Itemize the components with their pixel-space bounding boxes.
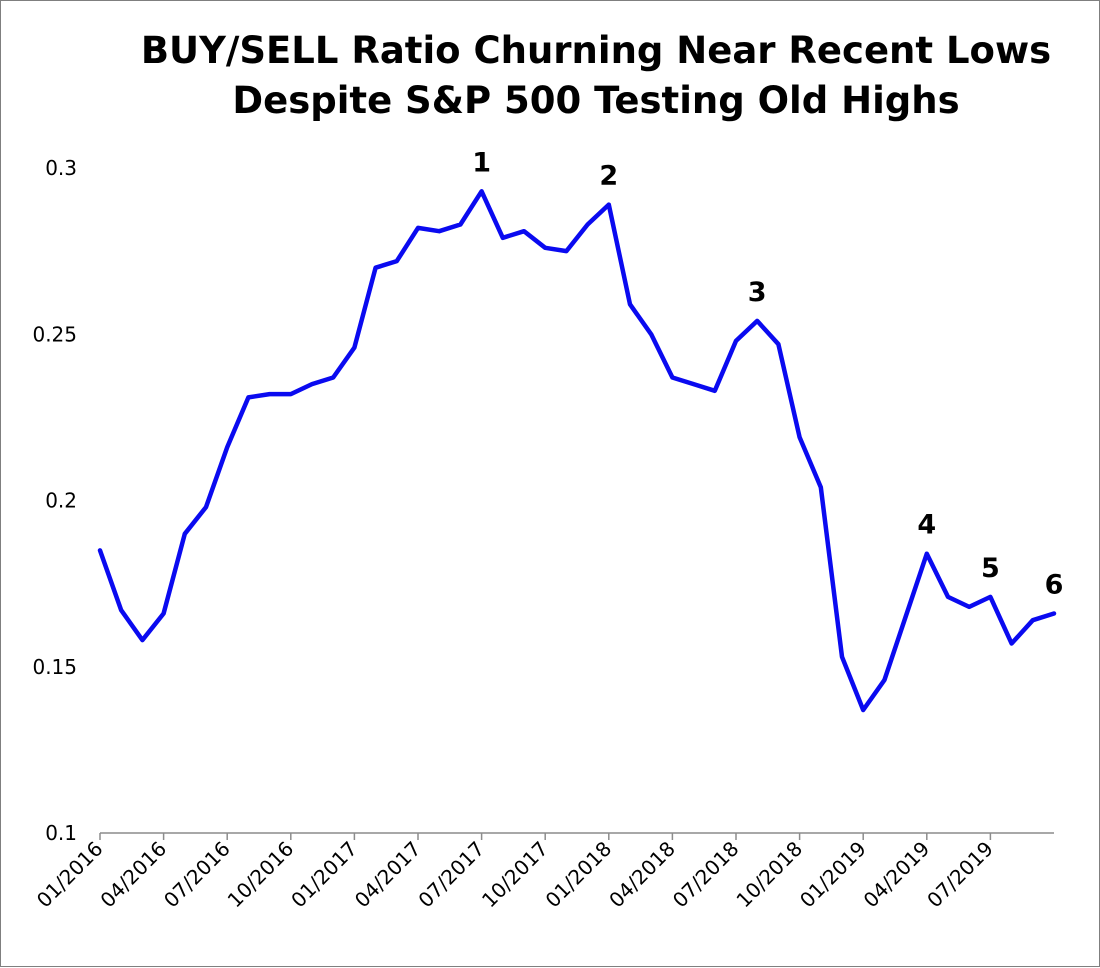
annotation-label: 2 <box>599 161 618 192</box>
x-tick-label: 01/2019 <box>795 837 871 913</box>
x-tick-label: 07/2017 <box>413 837 489 913</box>
x-tick-label: 01/2017 <box>286 837 362 913</box>
chart-title: BUY/SELL Ratio Churning Near Recent Lows <box>141 29 1051 72</box>
x-tick-label: 10/2016 <box>223 837 299 913</box>
annotations: 1 2 3 4 5 6 <box>472 147 1063 600</box>
annotation-label: 5 <box>981 553 1000 584</box>
annotation-label: 4 <box>917 510 936 541</box>
x-tick-label: 01/2016 <box>32 837 108 913</box>
y-tick-label: 0.25 <box>32 322 77 346</box>
x-tick-label: 04/2018 <box>604 837 680 913</box>
annotation-label: 3 <box>748 277 767 308</box>
series-line <box>97 189 1057 713</box>
series-layer <box>97 189 1057 713</box>
annotation-label: 1 <box>472 147 491 178</box>
x-tick-label: 07/2016 <box>159 837 235 913</box>
x-tick-label: 04/2017 <box>350 837 426 913</box>
x-tick-label: 04/2019 <box>859 837 935 913</box>
x-tick-label: 04/2016 <box>95 837 171 913</box>
x-tick-label: 01/2018 <box>541 837 617 913</box>
y-tick-label: 0.1 <box>45 821 77 845</box>
x-tick-label: 07/2019 <box>922 837 998 913</box>
annotation-label: 6 <box>1045 570 1064 601</box>
y-tick-label: 0.2 <box>45 489 77 513</box>
x-tick-label: 07/2018 <box>668 837 744 913</box>
x-tick-label: 10/2018 <box>731 837 807 913</box>
y-tick-label: 0.15 <box>32 655 77 679</box>
chart-subtitle: Despite S&P 500 Testing Old Highs <box>232 79 959 122</box>
y-tick-label: 0.3 <box>45 156 77 180</box>
x-tick-label: 10/2017 <box>477 837 553 913</box>
